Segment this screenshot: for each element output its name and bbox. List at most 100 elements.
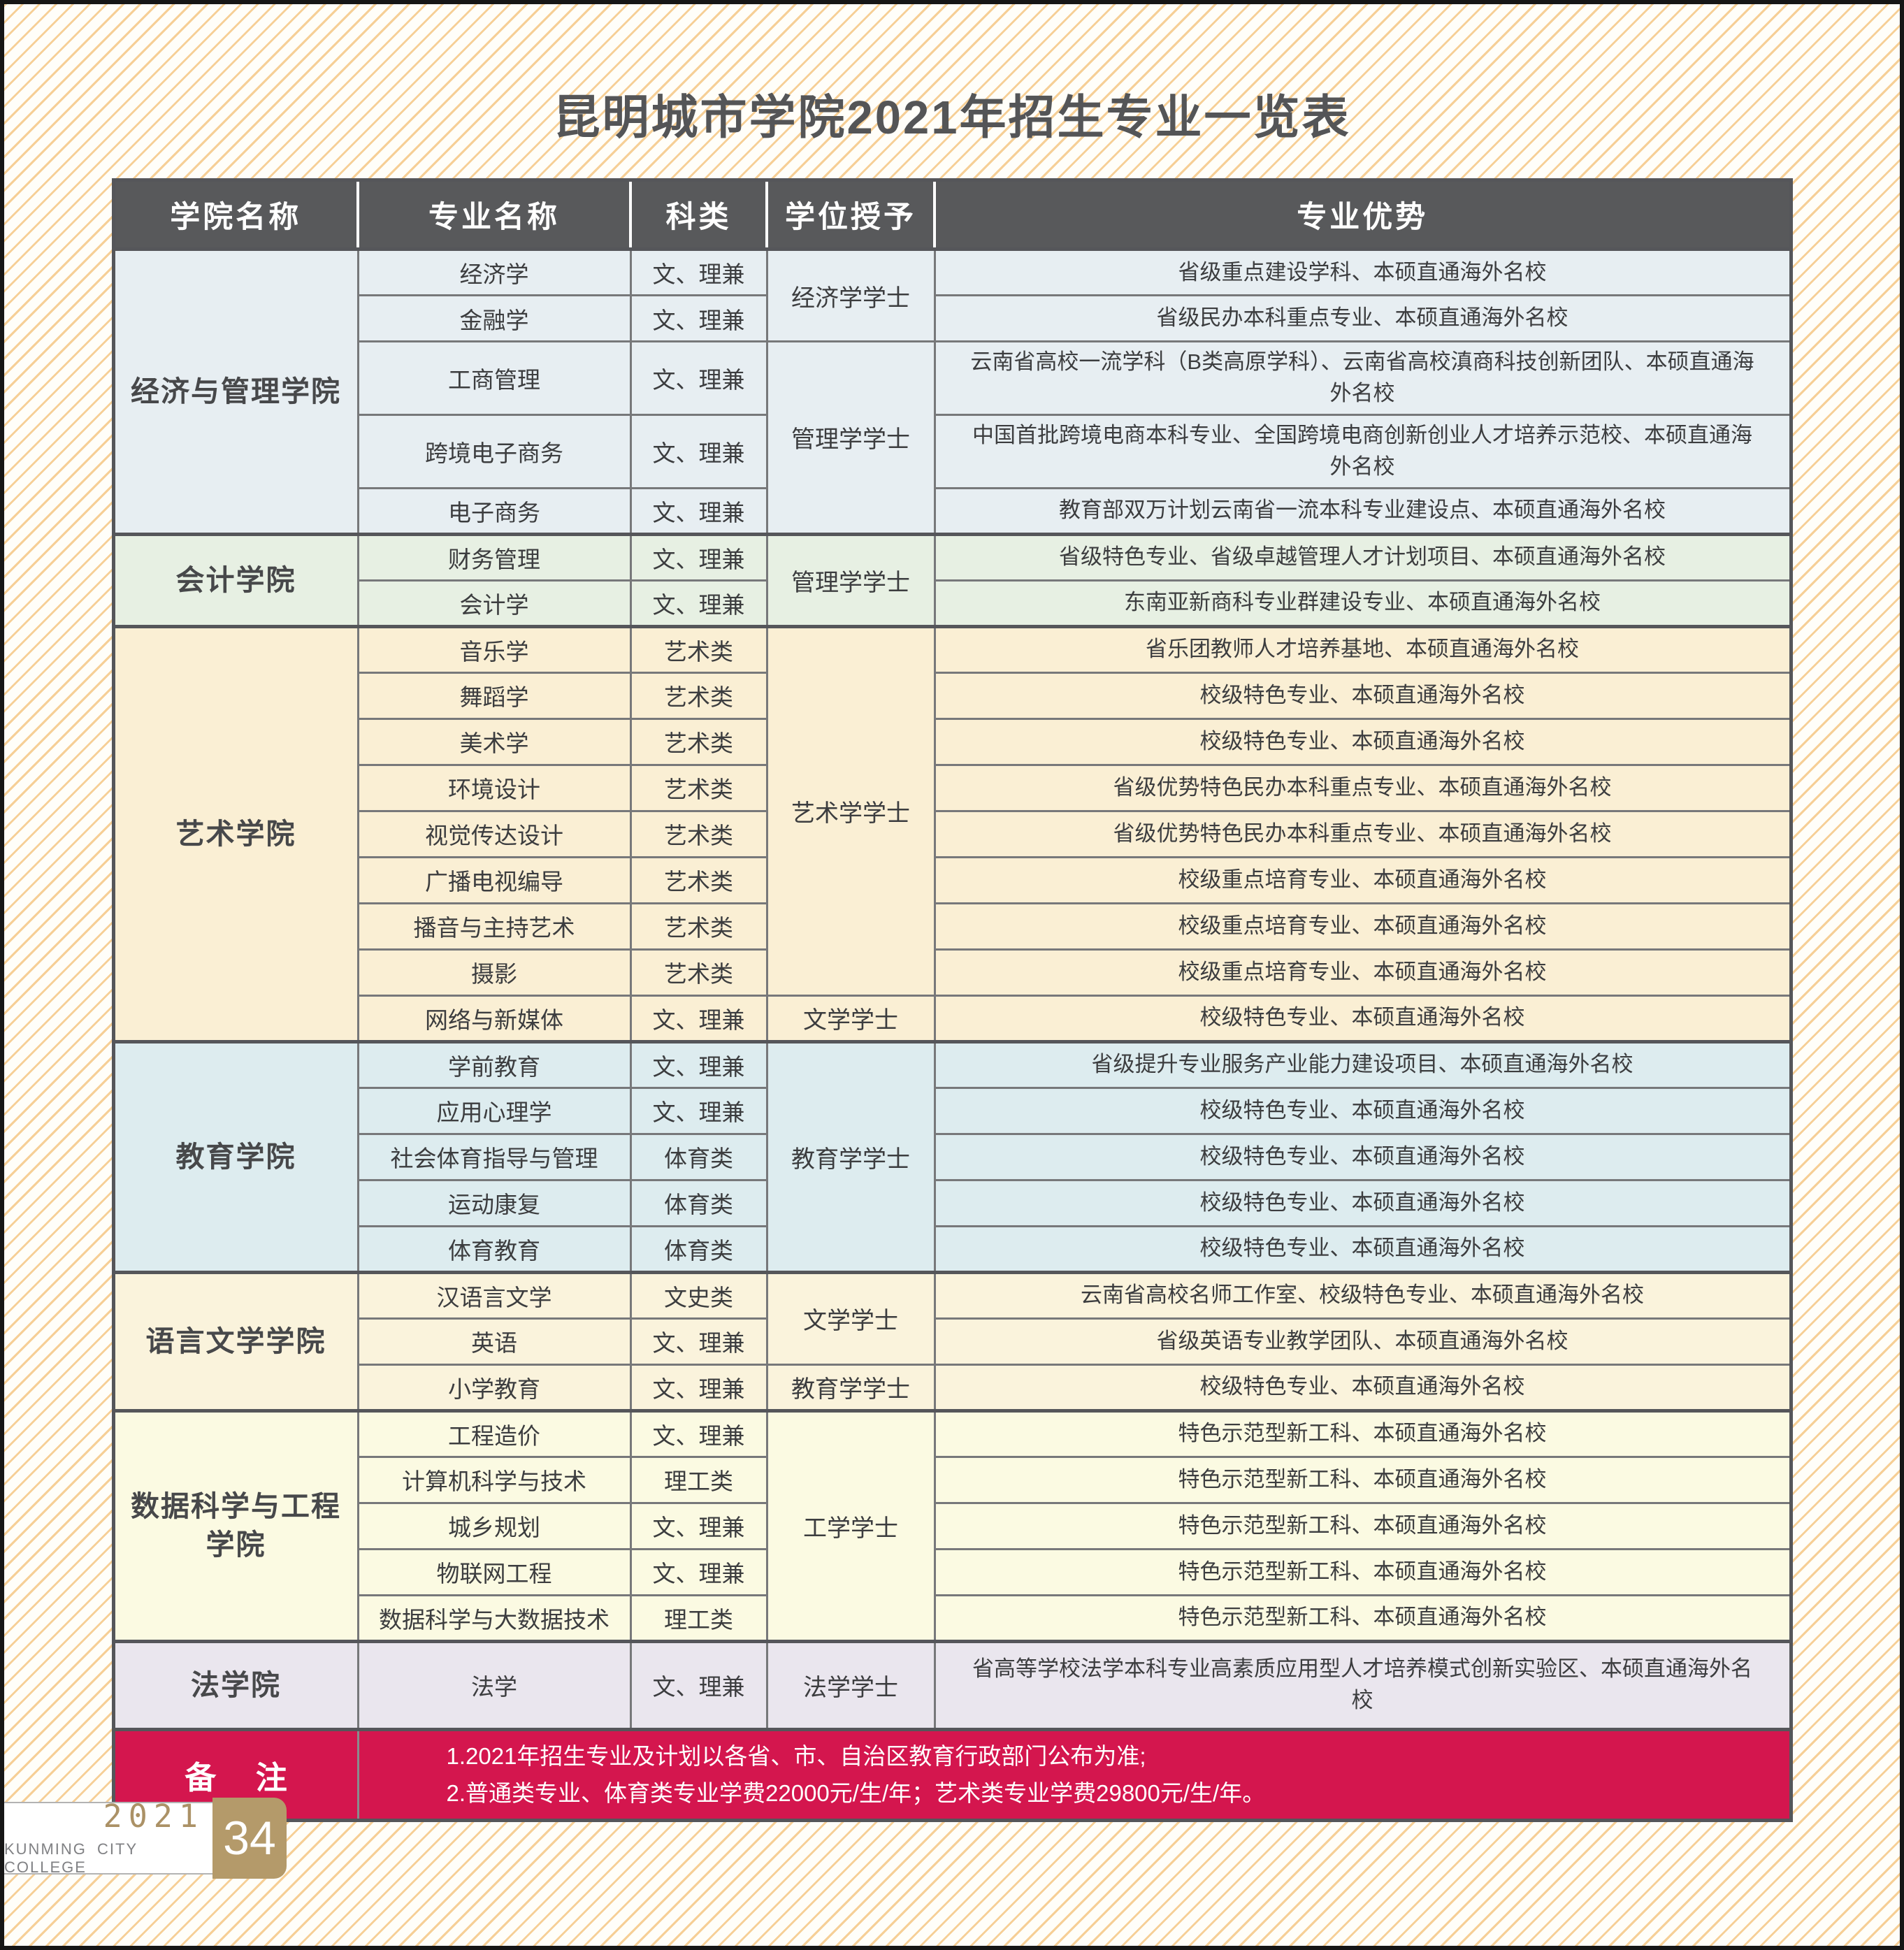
table-row: 舞蹈学 艺术类 校级特色专业、本硕直通海外名校	[113, 671, 1792, 720]
subject-category-cell: 艺术类	[629, 624, 768, 674]
advantage-cell: 省级优势特色民办本科重点专业、本硕直通海外名校	[933, 809, 1792, 858]
college-name-cell: 数据科学与工程学院	[112, 1408, 359, 1642]
table-row: 摄影 艺术类 校级重点培育专业、本硕直通海外名校	[113, 948, 1792, 997]
advantage-cell: 校级重点培育专业、本硕直通海外名校	[933, 948, 1792, 997]
major-name-cell: 工商管理	[356, 340, 632, 416]
subject-category-cell: 文、理兼	[629, 1086, 768, 1135]
major-name-cell: 物联网工程	[356, 1547, 632, 1596]
major-name-cell: 法学	[356, 1639, 632, 1731]
footer-logo-box: 2021 KUNMING CITY COLLEGE	[4, 1800, 218, 1876]
table-row: 法学院 法学 文、理兼 法学学士 省高等学校法学本科专业高素质应用型人才培养模式创新实验…	[112, 1639, 1792, 1731]
major-name-cell: 体育教育	[356, 1225, 632, 1273]
subject-category-cell: 文、理兼	[629, 486, 768, 535]
college-name-cell: 经济与管理学院	[112, 247, 359, 535]
advantage-cell: 省级民办本科重点专业、本硕直通海外名校	[933, 294, 1792, 342]
major-name-cell: 舞蹈学	[356, 671, 632, 720]
table-row: 运动康复 体育类 校级特色专业、本硕直通海外名校	[113, 1178, 1792, 1227]
table-row: 计算机科学与技术 理工类 特色示范型新工科、本硕直通海外名校	[113, 1455, 1792, 1504]
table-row: 视觉传达设计 艺术类 省级优势特色民办本科重点专业、本硕直通海外名校	[113, 809, 1792, 858]
major-name-cell: 汉语言文学	[356, 1270, 632, 1320]
table-row: 物联网工程 文、理兼 特色示范型新工科、本硕直通海外名校	[113, 1547, 1792, 1596]
major-name-cell: 工程造价	[356, 1408, 632, 1458]
advantage-cell: 云南省高校一流学科（B类高原学科）、云南省高校滇商科技创新团队、本硕直通海外名校	[933, 340, 1792, 416]
degree-cell: 文学学士	[765, 1270, 936, 1366]
table-row: 语言文学学院 汉语言文学 文史类 文学学士 云南省高校名师工作室、校级特色专业、本硕直通…	[112, 1270, 1792, 1412]
degree-cell: 法学学士	[765, 1639, 936, 1731]
major-name-cell: 应用心理学	[356, 1086, 632, 1135]
advantage-cell: 特色示范型新工科、本硕直通海外名校	[933, 1408, 1792, 1458]
page-title: 昆明城市学院2021年招生专业一览表	[553, 92, 1351, 144]
subject-category-cell: 文、理兼	[629, 294, 768, 342]
major-name-cell: 城乡规划	[356, 1501, 632, 1550]
subject-category-cell: 艺术类	[629, 717, 768, 766]
subject-category-cell: 理工类	[629, 1594, 768, 1642]
subject-category-cell: 文、理兼	[629, 247, 768, 296]
advantage-cell: 特色示范型新工科、本硕直通海外名校	[933, 1455, 1792, 1504]
advantage-cell: 校级特色专业、本硕直通海外名校	[933, 1178, 1792, 1227]
degree-cell: 文学学士	[765, 994, 936, 1043]
table-row: 金融学 文、理兼 省级民办本科重点专业、本硕直通海外名校	[113, 294, 1792, 342]
column-header: 专业名称	[356, 180, 630, 251]
table-row: 会计学院 财务管理 文、理兼 管理学学士 省级特色专业、省级卓越管理人才计划项目、本硕直…	[112, 532, 1792, 628]
college-name-cell: 法学院	[112, 1639, 359, 1731]
table-row: 环境设计 艺术类 省级优势特色民办本科重点专业、本硕直通海外名校	[113, 763, 1792, 812]
major-name-cell: 网络与新媒体	[356, 994, 632, 1043]
advantage-cell: 省级提升专业服务产业能力建设项目、本硕直通海外名校	[933, 1039, 1792, 1089]
advantage-cell: 教育部双万计划云南省一流本科专业建设点、本硕直通海外名校	[933, 486, 1792, 535]
advantage-cell: 校级特色专业、本硕直通海外名校	[933, 1225, 1792, 1273]
advantage-cell: 云南省高校名师工作室、校级特色专业、本硕直通海外名校	[933, 1270, 1792, 1320]
major-name-cell: 广播电视编导	[356, 855, 632, 904]
advantage-cell: 中国首批跨境电商本科专业、全国跨境电商创新创业人才培养示范校、本硕直通海外名校	[933, 413, 1792, 489]
major-name-cell: 播音与主持艺术	[356, 902, 632, 951]
major-name-cell: 视觉传达设计	[356, 809, 632, 858]
table-body: 经济与管理学院 经济学 文、理兼 经济学学士 省级重点建设学科、本硕直通海外名校 金融学文…	[112, 247, 1792, 1822]
advantage-cell: 省高等学校法学本科专业高素质应用型人才培养模式创新实验区、本硕直通海外名校	[933, 1639, 1792, 1731]
subject-category-cell: 理工类	[629, 1455, 768, 1504]
subject-category-cell: 文史类	[629, 1270, 768, 1320]
major-name-cell: 美术学	[356, 717, 632, 766]
subject-category-cell: 艺术类	[629, 948, 768, 997]
column-header: 学院名称	[113, 180, 358, 251]
table-row: 小学教育 文、理兼 教育学学士 校级特色专业、本硕直通海外名校	[113, 1363, 1792, 1412]
major-name-cell: 社会体育指导与管理	[356, 1132, 632, 1181]
college-name-cell: 会计学院	[112, 532, 359, 628]
table-row: 跨境电子商务 文、理兼 中国首批跨境电商本科专业、全国跨境电商创新创业人才培养示范校…	[113, 413, 1792, 489]
college-name-cell: 语言文学学院	[112, 1270, 359, 1412]
note-content-cell: 1.2021年招生专业及计划以各省、市、自治区教育行政部门公布为准; 2.普通类专…	[356, 1727, 1792, 1822]
admission-table: 学院名称 专业名称 科类 学位授予 专业优势 经济与管理学院 经济学 文、理兼 经济学学士 省级…	[111, 178, 1793, 1823]
table-row: 艺术学院 音乐学 艺术类 艺术学学士 省乐团教师人才培养基地、本硕直通海外名校	[112, 624, 1792, 1043]
note-row: 备 注 1.2021年招生专业及计划以各省、市、自治区教育行政部门公布为准; 2.普…	[112, 1727, 1792, 1822]
degree-cell: 管理学学士	[765, 340, 936, 535]
major-name-cell: 金融学	[356, 294, 632, 342]
advantage-cell: 校级重点培育专业、本硕直通海外名校	[933, 902, 1792, 951]
subject-category-cell: 文、理兼	[629, 1547, 768, 1596]
major-name-cell: 会计学	[356, 579, 632, 628]
subject-category-cell: 文、理兼	[629, 994, 768, 1043]
subject-category-cell: 艺术类	[629, 902, 768, 951]
degree-cell: 工学学士	[765, 1408, 936, 1642]
degree-cell: 教育学学士	[765, 1363, 936, 1412]
advantage-cell: 东南亚新商科专业群建设专业、本硕直通海外名校	[933, 579, 1792, 628]
table-row: 社会体育指导与管理 体育类 校级特色专业、本硕直通海外名校	[113, 1132, 1792, 1181]
major-name-cell: 英语	[356, 1317, 632, 1366]
major-name-cell: 跨境电子商务	[356, 413, 632, 489]
advantage-cell: 省乐团教师人才培养基地、本硕直通海外名校	[933, 624, 1792, 674]
advantage-cell: 校级特色专业、本硕直通海外名校	[933, 994, 1792, 1043]
table-row: 电子商务 文、理兼 教育部双万计划云南省一流本科专业建设点、本硕直通海外名校	[113, 486, 1792, 535]
advantage-cell: 省级优势特色民办本科重点专业、本硕直通海外名校	[933, 763, 1792, 812]
degree-cell: 管理学学士	[765, 532, 936, 628]
subject-category-cell: 文、理兼	[629, 413, 768, 489]
advantage-cell: 省级重点建设学科、本硕直通海外名校	[933, 247, 1792, 296]
column-header: 专业优势	[933, 180, 1791, 251]
major-name-cell: 小学教育	[356, 1363, 632, 1412]
table-row: 美术学 艺术类 校级特色专业、本硕直通海外名校	[113, 717, 1792, 766]
page-number-badge: 34	[212, 1798, 287, 1879]
degree-cell: 艺术学学士	[765, 624, 936, 997]
subject-category-cell: 文、理兼	[629, 1408, 768, 1458]
note-line: 1.2021年招生专业及计划以各省、市、自治区教育行政部门公布为准;	[446, 1742, 1146, 1769]
table-row: 网络与新媒体 文、理兼 文学学士 校级特色专业、本硕直通海外名校	[113, 994, 1792, 1043]
major-name-cell: 经济学	[356, 247, 632, 296]
advantage-cell: 校级特色专业、本硕直通海外名校	[933, 671, 1792, 720]
subject-category-cell: 文、理兼	[629, 340, 768, 416]
